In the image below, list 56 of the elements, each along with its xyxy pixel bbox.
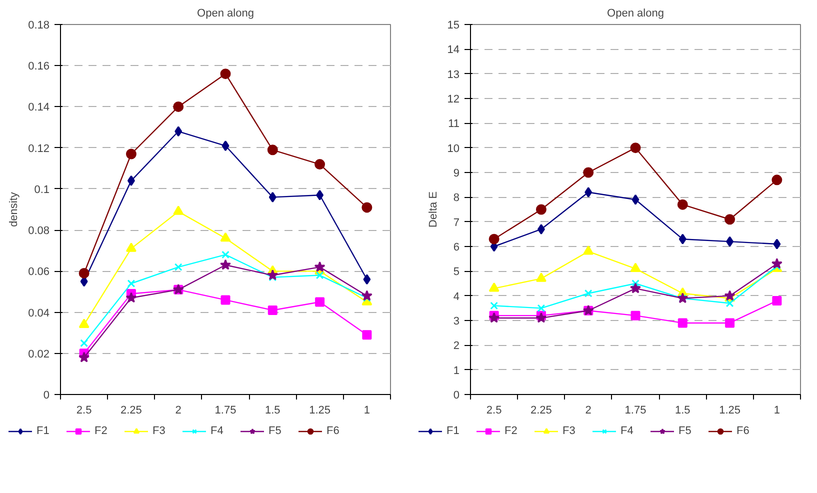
y-tick-label: 0.18 bbox=[28, 20, 50, 32]
y-tick-label: 11 bbox=[448, 118, 460, 130]
y-tick-label: 0 bbox=[43, 390, 50, 402]
y-tick-label: 6 bbox=[453, 242, 460, 254]
y-tick-label: 0.12 bbox=[28, 142, 50, 155]
legend-label: F1 bbox=[446, 425, 460, 437]
x-tick-label: 1.5 bbox=[264, 404, 280, 416]
y-tick-label: 0.06 bbox=[28, 266, 50, 278]
legend-label: F6 bbox=[326, 425, 340, 437]
legend-label: F5 bbox=[678, 425, 692, 437]
y-tick-label: 15 bbox=[447, 20, 460, 32]
x-tick-label: 1.25 bbox=[309, 404, 331, 416]
y-tick-label: 3 bbox=[453, 316, 460, 328]
x-tick-label: 2 bbox=[175, 404, 182, 416]
y-tick-label: 8 bbox=[453, 192, 460, 204]
y-tick-label: 7 bbox=[453, 216, 460, 229]
y-tick-label: 2 bbox=[453, 340, 460, 352]
x-tick-label: 1 bbox=[364, 404, 370, 416]
y-tick-label: 12 bbox=[447, 94, 460, 106]
x-tick-label: 2.5 bbox=[76, 404, 92, 416]
chart-title: Open along bbox=[607, 8, 664, 20]
x-tick-label: 2.25 bbox=[530, 404, 552, 416]
legend-label: F5 bbox=[268, 425, 282, 437]
legend-label: F6 bbox=[736, 425, 750, 437]
y-axis-title: Delta E bbox=[427, 191, 440, 228]
y-tick-label: 14 bbox=[447, 44, 460, 56]
x-tick-label: 1.25 bbox=[719, 404, 741, 416]
y-tick-label: 4 bbox=[453, 290, 460, 303]
y-tick-label: 0.16 bbox=[28, 60, 50, 73]
legend-label: F4 bbox=[210, 425, 224, 437]
x-tick-label: 2.5 bbox=[486, 404, 502, 416]
y-tick-label: 0.14 bbox=[28, 102, 50, 114]
y-tick-label: 9 bbox=[453, 168, 460, 180]
legend-label: F4 bbox=[620, 425, 634, 437]
y-tick-label: 0.04 bbox=[28, 307, 50, 320]
y-tick-label: 0 bbox=[453, 390, 460, 402]
legend-label: F2 bbox=[94, 425, 108, 437]
y-tick-label: 1 bbox=[453, 364, 460, 377]
x-tick-label: 2.25 bbox=[120, 404, 142, 416]
legend-label: F1 bbox=[36, 425, 50, 437]
x-tick-label: 1.75 bbox=[624, 404, 646, 416]
x-tick-label: 2 bbox=[585, 404, 592, 416]
x-tick-label: 1.75 bbox=[214, 404, 236, 416]
y-tick-label: 13 bbox=[447, 68, 460, 81]
legend-label: F3 bbox=[562, 425, 576, 437]
y-tick-label: 5 bbox=[453, 266, 460, 278]
y-axis-title: density bbox=[8, 192, 20, 227]
y-tick-label: 0.1 bbox=[34, 184, 50, 196]
legend-label: F3 bbox=[152, 425, 166, 437]
x-tick-label: 1 bbox=[774, 404, 780, 416]
chart-title: Open along bbox=[197, 8, 254, 20]
y-tick-label: 0.02 bbox=[28, 348, 50, 360]
x-tick-label: 1.5 bbox=[674, 404, 690, 416]
legend-label: F2 bbox=[504, 425, 518, 437]
y-tick-label: 0.08 bbox=[28, 225, 50, 238]
y-tick-label: 10 bbox=[447, 142, 460, 155]
